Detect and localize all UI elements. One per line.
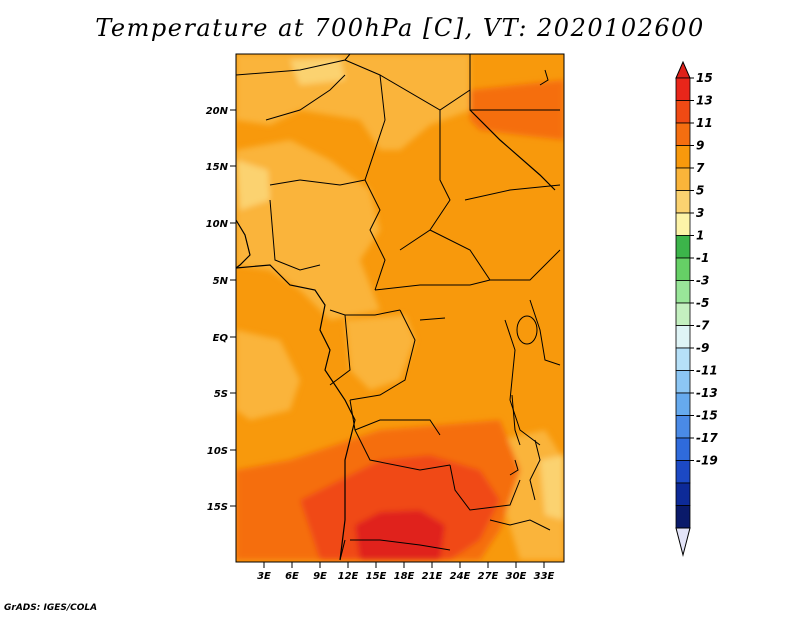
colorbar-label: -19 [696,454,718,468]
lat-label: 10S [207,446,228,457]
colorbar-label: -17 [696,431,718,445]
colorbar-swatch [675,370,691,394]
lon-label: 15E [366,571,387,582]
colorbar-swatch [675,235,691,259]
colorbar-swatch [675,280,691,304]
field-7-9-ocean [236,330,300,420]
map-title: Temperature at 700hPa [C], VT: 202010260… [95,14,705,42]
lat-label: 10N [206,219,229,230]
colorbar-label: 7 [696,161,705,175]
lon-label: 6E [285,571,299,582]
field-5-7-b [236,160,270,210]
field-5-7-a [290,58,345,85]
country-borders [236,54,561,561]
colorbar-label: -11 [696,364,718,378]
colorbar-label: -15 [696,409,718,423]
colorbar-swatch [675,122,691,146]
colorbar-swatch [675,190,691,214]
colorbar-swatch [675,347,691,371]
lat-label: 20N [206,106,229,117]
colorbar-min-triangle [675,527,691,557]
colorbar-label: 13 [696,94,713,108]
lon-label: 18E [394,571,415,582]
colorbar-swatch [675,482,691,506]
colorbar-swatch [675,392,691,416]
lon-axis: 3E 6E 9E 12E 15E 18E 21E 24E 27E 30E 33E [257,562,555,582]
colorbar-swatch [675,145,691,169]
lat-label: EQ [213,333,229,344]
colorbar-label: -7 [696,319,710,333]
colorbar-swatch [675,437,691,461]
lat-label: 5S [214,389,228,400]
colorbar-swatch [675,77,691,101]
colorbar-label: 15 [696,71,713,85]
footer-credit: GrADS: IGES/COLA [4,603,98,613]
lon-label: 9E [313,571,327,582]
colorbar-swatch [675,212,691,236]
lat-label: 5N [213,276,229,287]
colorbar-swatch [675,415,691,439]
colorbar-label: -13 [696,386,718,400]
field-gt-15 [355,510,445,560]
colorbar-label: -9 [696,341,709,355]
temperature-field [236,54,564,562]
lon-label: 24E [450,571,471,582]
colorbar-swatch [675,257,691,281]
colorbar-label: -5 [696,296,709,310]
lon-label: 33E [534,571,555,582]
field-13-15 [300,455,500,560]
map-frame [235,53,565,563]
colorbar-label: -3 [696,274,709,288]
field-7-9-sahara [236,54,470,150]
lon-label: 27E [478,571,499,582]
colorbar-label: 3 [696,206,704,220]
colorbar-swatch [675,100,691,124]
colorbar-label: 9 [696,139,704,153]
colorbar-max-triangle [675,60,691,79]
colorbar-swatch [675,460,691,484]
colorbar-swatch [675,325,691,349]
lon-label: 30E [506,571,527,582]
colorbar: 15 13 11 9 7 5 3 1 -1 -3 -5 -7 -9 -11 -13 -15 -17 -19 [675,60,718,557]
colorbar-label: 5 [696,184,704,198]
lon-label: 3E [257,571,271,582]
colorbar-swatch [675,167,691,191]
colorbar-label: -1 [696,251,709,265]
field-7-9-gabon [345,315,415,390]
colorbar-label: 1 [696,229,704,243]
colorbar-label: 11 [696,116,713,130]
colorbar-swatch [675,302,691,326]
field-5-7-c [540,455,564,520]
lon-label: 21E [422,571,443,582]
lat-label: 15N [206,162,229,173]
lat-axis: 20N 15N 10N 5N EQ 5S 10S 15S [206,106,236,513]
lat-label: 15S [207,502,228,513]
colorbar-swatch [675,505,691,529]
lon-label: 12E [338,571,359,582]
